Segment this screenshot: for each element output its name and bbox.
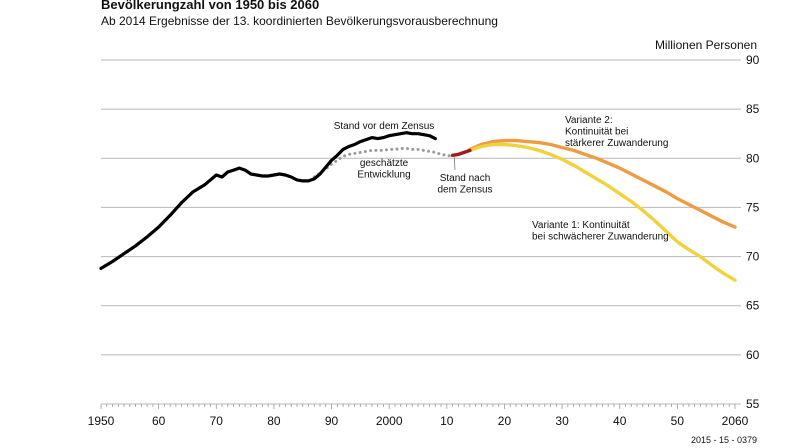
x-tick-label: 1950 xyxy=(88,414,115,428)
x-tick-label: 50 xyxy=(671,414,685,428)
annotation-variante1: Variante 1: Kontinuität xyxy=(532,220,630,231)
x-axis-minor-ticks xyxy=(100,404,736,409)
axis-labels: 90 85 80 75 70 65 60 55 1950 60 70 80 90 2000 10 20 30 40… xyxy=(88,53,760,428)
annotation-stand-vor: Stand vor dem Zensus xyxy=(334,121,435,132)
x-tick-label: 20 xyxy=(498,414,512,428)
annotation-variante2: stärkerer Zuwanderung xyxy=(565,138,668,149)
annotation-stand-nach: Stand nach xyxy=(440,173,491,184)
post-census-line xyxy=(450,148,472,158)
source-code: 2015 - 15 - 0379 xyxy=(691,435,757,445)
estimated-development-line xyxy=(312,147,455,179)
annotation-geschaetzt: Entwicklung xyxy=(357,170,410,181)
y-tick-label: 70 xyxy=(746,250,760,264)
x-tick-label: 30 xyxy=(555,414,569,428)
variant-2-line xyxy=(468,138,737,229)
x-tick-label: 60 xyxy=(152,414,166,428)
series-layer xyxy=(99,131,737,282)
annotation-leader-lines xyxy=(453,157,456,171)
variant-1-line xyxy=(468,142,737,282)
y-tick-label: 60 xyxy=(746,348,760,362)
y-tick-label: 90 xyxy=(746,53,760,67)
annotation-variante2: Variante 2: xyxy=(565,115,613,126)
y-tick-label: 55 xyxy=(746,397,760,411)
y-tick-label: 65 xyxy=(746,299,760,313)
x-tick-label: 10 xyxy=(440,414,454,428)
annotation-geschaetzt: geschätzte xyxy=(360,158,409,169)
stand-nach-leader xyxy=(453,157,456,171)
y-tick-label: 80 xyxy=(746,151,760,165)
y-tick-label: 85 xyxy=(746,102,760,116)
chart-subtitle: Ab 2014 Ergebnisse der 13. koordinierten… xyxy=(101,14,498,28)
x-tick-label: 2060 xyxy=(722,414,749,428)
annotation-variante1: bei schwächerer Zuwanderung xyxy=(532,232,669,243)
gridlines xyxy=(101,59,741,405)
x-tick-label: 2000 xyxy=(376,414,403,428)
x-tick-label: 80 xyxy=(267,414,281,428)
chart-title: Bevölkerungzahl von 1950 bis 2060 xyxy=(101,0,320,12)
y-tick-label: 75 xyxy=(746,200,760,214)
pre-census-line xyxy=(99,131,437,270)
x-tick-label: 70 xyxy=(210,414,224,428)
annotation-variante2: Kontinuität bei xyxy=(565,127,628,138)
y-axis-unit-label: Millionen Personen xyxy=(655,38,757,52)
x-tick-label: 90 xyxy=(325,414,339,428)
annotations: Stand vor dem Zensus geschätzteEntwicklun… xyxy=(334,115,669,243)
annotation-stand-nach: dem Zensus xyxy=(437,185,492,196)
x-tick-label: 40 xyxy=(613,414,627,428)
